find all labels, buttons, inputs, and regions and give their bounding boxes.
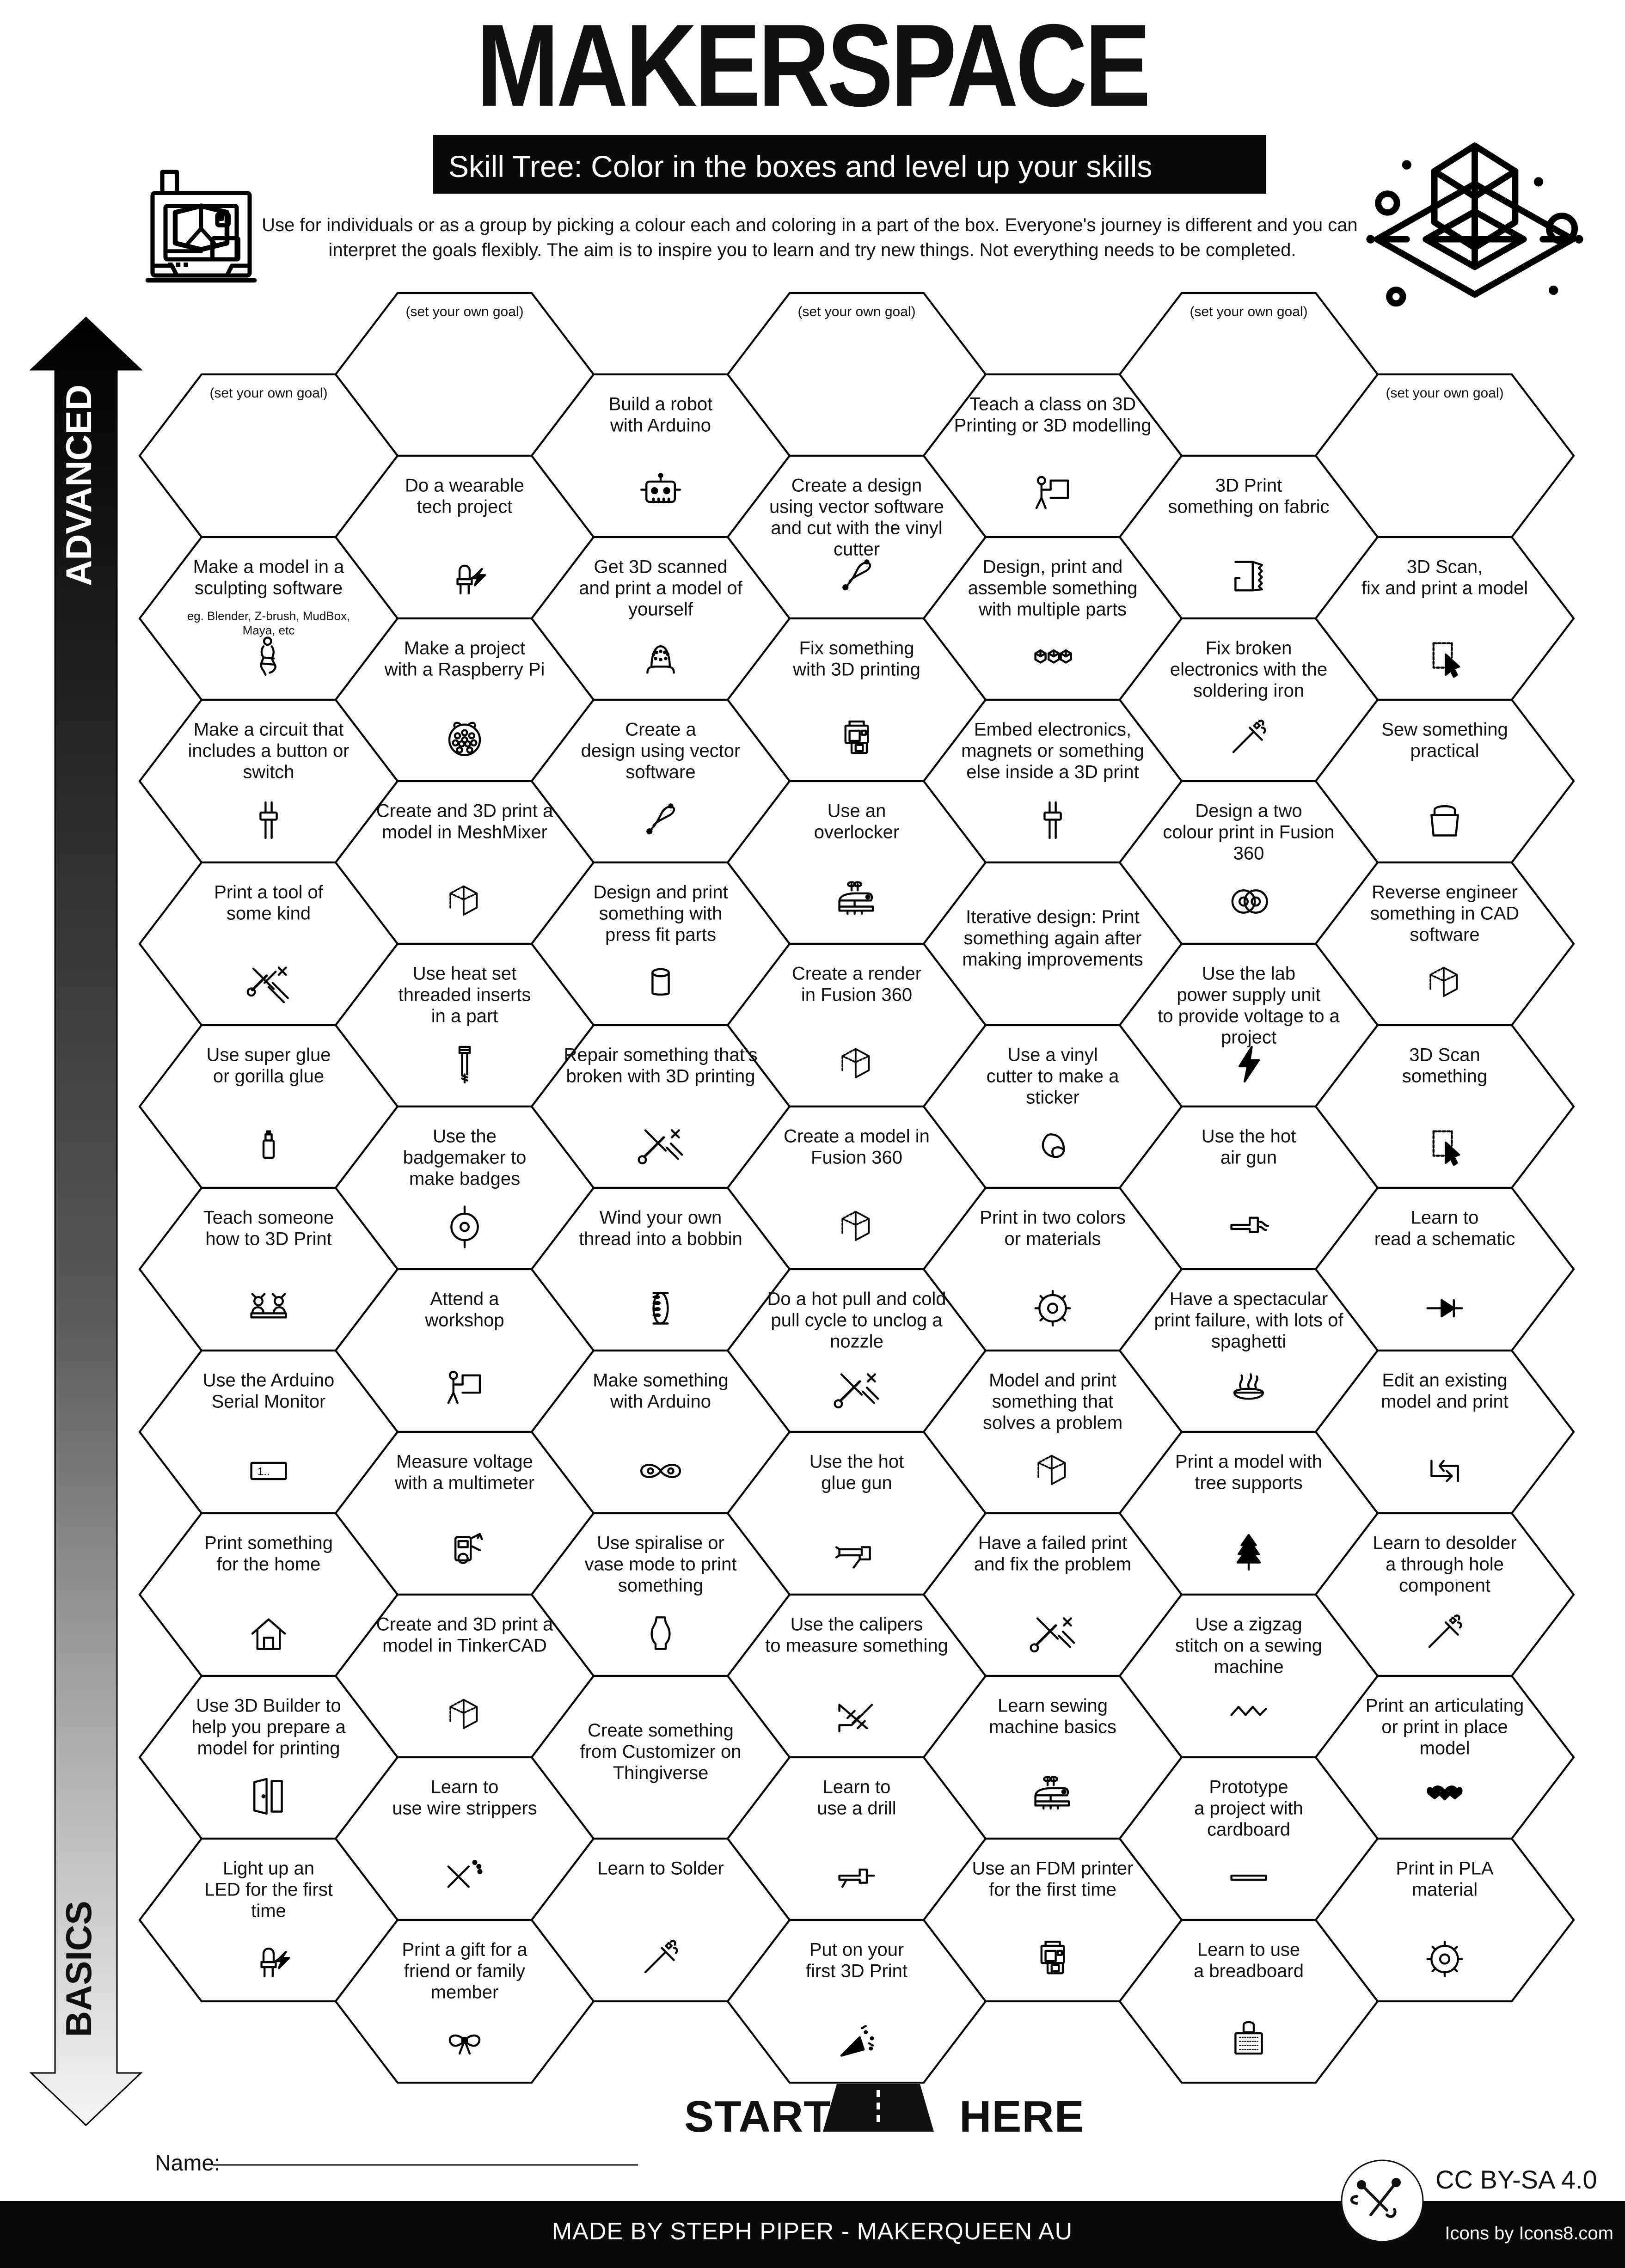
svg-text:Name:: Name: [155,2151,220,2176]
svg-text:1..: 1.. [258,1465,270,1478]
svg-text:CC BY-SA 4.0: CC BY-SA 4.0 [1435,2165,1597,2194]
svg-text:MAKERSPACE: MAKERSPACE [477,0,1148,131]
svg-text:(set your own goal): (set your own goal) [1190,304,1307,319]
svg-text:START: START [684,2092,831,2141]
svg-text:MADE BY STEPH PIPER - MAKERQ: MADE BY STEPH PIPER - MAKERQUEEN AU [552,2218,1073,2245]
svg-text:HERE: HERE [959,2092,1085,2141]
svg-text:ADVANCED: ADVANCED [58,385,99,586]
svg-text:(set your own goal): (set your own goal) [797,304,915,319]
svg-text:Learn to Solder: Learn to Solder [597,1858,724,1878]
svg-text:BASICS: BASICS [58,1901,99,2037]
svg-text:Skill Tree: Color in the boxe: Skill Tree: Color in the boxes and level… [448,149,1152,183]
svg-text:Embed electronics,magnets or s: Embed electronics, magnets or something el… [961,719,1144,782]
svg-text:(set your own goal): (set your own goal) [405,304,523,319]
svg-text:(set your own goal): (set your own goal) [209,385,327,401]
svg-text:(set your own goal): (set your own goal) [1386,385,1503,401]
svg-text:Icons by Icons8.com: Icons by Icons8.com [1445,2223,1613,2244]
